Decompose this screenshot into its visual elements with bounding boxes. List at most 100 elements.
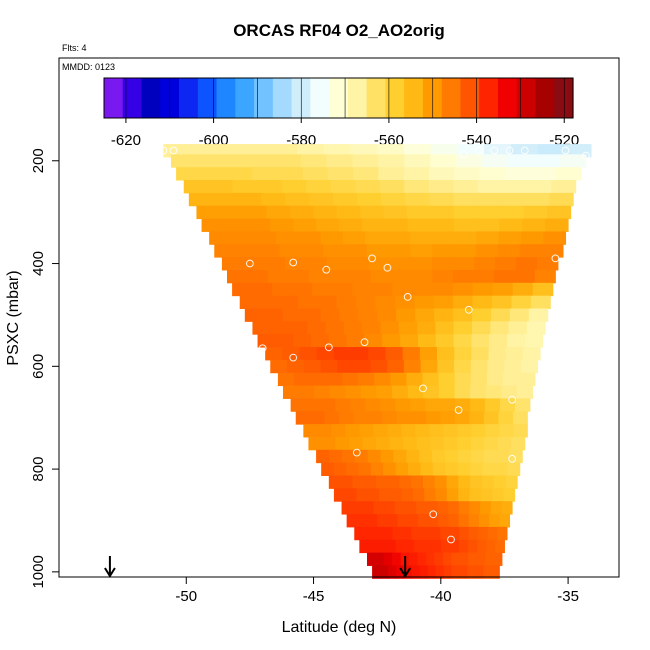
heatmap-cell: [379, 180, 405, 194]
heatmap-cell: [422, 539, 433, 554]
heatmap-cell: [468, 526, 479, 541]
heatmap-cell: [367, 552, 376, 566]
heatmap-cell: [302, 167, 329, 181]
heatmap-cell: [432, 269, 454, 284]
heatmap-cell: [483, 565, 492, 579]
heatmap-cell: [512, 411, 528, 425]
heatmap-cell: [301, 308, 322, 322]
heatmap-cell: [469, 501, 481, 515]
heatmap-cell: [431, 257, 454, 271]
heatmap-cell: [281, 180, 307, 194]
heatmap-cell: [247, 269, 269, 284]
heatmap-cell: [387, 424, 402, 438]
heatmap-cell: [306, 180, 332, 194]
heatmap-cell: [309, 269, 331, 284]
heatmap-cell: [290, 398, 307, 412]
heatmap-cell: [387, 231, 411, 245]
heatmap-cell: [395, 462, 409, 477]
heatmap-cell: [183, 180, 209, 194]
colorbar-swatch: [497, 78, 518, 118]
heatmap-cell: [266, 205, 291, 220]
heatmap-cell: [379, 488, 391, 502]
heatmap-cell: [336, 295, 357, 310]
heatmap-cell: [486, 539, 496, 554]
heatmap-cell: [487, 359, 505, 374]
heatmap-cell: [417, 514, 429, 528]
heatmap-cell: [471, 424, 486, 438]
heatmap-cell: [303, 424, 318, 438]
heatmap-cell: [475, 244, 499, 258]
heatmap-cell: [380, 449, 394, 464]
heatmap-cell: [559, 154, 587, 168]
heatmap-cell: [333, 347, 352, 361]
heatmap-cell: [442, 552, 452, 566]
heatmap-cell: [268, 269, 290, 284]
heatmap-cell: [295, 411, 311, 425]
heatmap-cell: [501, 385, 518, 399]
heatmap-cell: [437, 359, 455, 374]
heatmap-cell: [353, 411, 369, 425]
heatmap-cell: [429, 167, 455, 181]
observation-point: [475, 146, 483, 155]
heatmap-cell: [239, 295, 260, 310]
heatmap-cell: [410, 257, 433, 271]
heatmap-cell: [366, 244, 390, 258]
heatmap-cell: [253, 231, 277, 245]
heatmap-cell: [388, 244, 411, 258]
heatmap-cell: [451, 552, 461, 566]
heatmap-cell: [404, 539, 415, 554]
heatmap-cell: [370, 462, 384, 477]
heatmap-cell: [485, 424, 500, 438]
heatmap-cell: [485, 398, 501, 412]
heatmap-cell: [363, 526, 374, 541]
observation-point: [419, 384, 427, 393]
heatmap-cell: [492, 488, 504, 502]
heatmap-cell: [243, 205, 268, 220]
heatmap-cell: [510, 144, 539, 158]
heatmap-cell: [378, 167, 405, 181]
heatmap-cell: [356, 295, 377, 310]
heatmap-cell: [325, 321, 345, 335]
heatmap-cell: [410, 244, 433, 258]
heatmap-cell: [445, 462, 459, 477]
heatmap-cell: [360, 205, 385, 220]
heatmap-cell: [520, 359, 539, 374]
heatmap-cell: [305, 257, 328, 271]
colorbar-swatch: [197, 78, 218, 118]
heatmap-cell: [496, 449, 510, 464]
heatmap-cell: [370, 359, 388, 374]
observation-point: [289, 353, 298, 362]
colorbar-swatch: [366, 78, 386, 118]
heatmap-cell: [448, 501, 460, 515]
heatmap-cell: [469, 411, 485, 425]
y-axis: 200 400 600 800 1000: [30, 148, 59, 589]
heatmap-cell: [368, 257, 391, 271]
heatmap-cell: [516, 385, 533, 399]
heatmap-cell: [201, 167, 228, 181]
heatmap-cell: [468, 514, 480, 528]
heatmap-cell: [504, 167, 531, 181]
heatmap-cell: [492, 282, 514, 297]
heatmap-cell: [308, 436, 323, 451]
heatmap-cell: [415, 308, 435, 322]
heatmap-cell: [459, 526, 470, 541]
heatmap-cell: [401, 488, 414, 502]
heatmap-cell: [377, 308, 397, 322]
heatmap-cell: [431, 539, 442, 554]
heatmap-cell: [509, 308, 530, 322]
heatmap-cell: [429, 424, 444, 438]
observation-point: [383, 263, 392, 272]
heatmap-cell: [390, 372, 407, 387]
heatmap-cell: [456, 154, 483, 168]
heatmap-cell: [226, 167, 253, 181]
heatmap-cell: [375, 552, 385, 566]
heatmap-cell: [378, 154, 405, 168]
y-tick-label: 400: [30, 251, 47, 276]
heatmap-cell: [333, 488, 346, 502]
observation-point: [518, 529, 527, 538]
heatmap-cell: [409, 552, 419, 566]
heatmap-cell: [303, 359, 321, 374]
heatmap-cell: [412, 282, 434, 297]
heatmap-cell: [260, 192, 286, 207]
heatmap-cell: [313, 205, 338, 220]
